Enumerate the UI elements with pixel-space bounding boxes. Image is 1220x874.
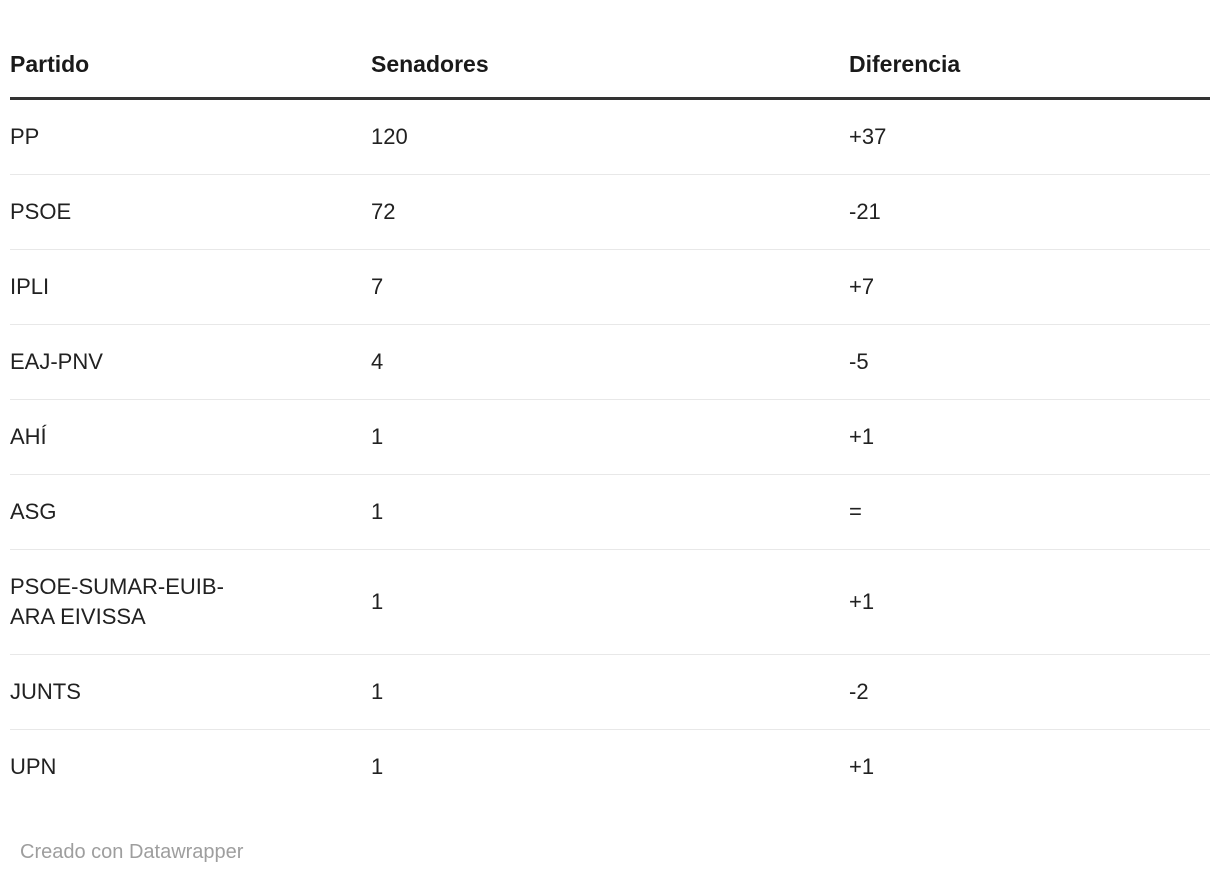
cell-senadores: 1 xyxy=(371,424,384,449)
table-row: PP 120 +37 xyxy=(10,99,1210,175)
cell-diferencia: -2 xyxy=(849,679,869,704)
party-name: PP xyxy=(10,124,40,149)
cell-diferencia: +7 xyxy=(849,274,875,299)
attribution-link[interactable]: Creado con Datawrapper xyxy=(20,841,244,863)
cell-partido: ASG xyxy=(10,475,371,550)
cell-senadores: 1 xyxy=(371,679,384,704)
party-name: PSOE-SUMAR-EUIB-ARA EIVISSA xyxy=(10,574,224,629)
table-row: IPLI 7 +7 xyxy=(10,249,1210,325)
cell-partido: PSOE-SUMAR-EUIB-ARA EIVISSA xyxy=(10,550,371,655)
header-row: Partido Senadores Diferencia xyxy=(10,40,1210,99)
cell-partido: AHÍ xyxy=(10,400,371,475)
column-header-senadores: Senadores xyxy=(371,51,489,77)
party-name: EAJ-PNV xyxy=(10,349,103,374)
party-name: IPLI xyxy=(10,274,50,299)
cell-diferencia: +37 xyxy=(849,124,887,149)
table-row: EAJ-PNV 4 -5 xyxy=(10,324,1210,400)
column-header-partido: Partido xyxy=(10,51,90,77)
party-name: PSOE xyxy=(10,199,72,224)
table-row: UPN 1 +1 xyxy=(10,729,1210,805)
cell-senadores: 120 xyxy=(371,124,408,149)
cell-partido: PP xyxy=(10,99,371,175)
cell-partido: JUNTS xyxy=(10,655,371,730)
party-name: AHÍ xyxy=(10,424,47,449)
table-header: Partido Senadores Diferencia xyxy=(10,40,1210,99)
table-row: PSOE 72 -21 xyxy=(10,174,1210,250)
cell-diferencia: = xyxy=(849,499,862,524)
column-header-diferencia: Diferencia xyxy=(849,51,961,77)
cell-partido: EAJ-PNV xyxy=(10,325,371,400)
cell-senadores: 7 xyxy=(371,274,384,299)
cell-senadores: 1 xyxy=(371,589,384,614)
party-name: ASG xyxy=(10,499,57,524)
table-row: ASG 1 = xyxy=(10,474,1210,550)
cell-senadores: 4 xyxy=(371,349,384,374)
party-name: JUNTS xyxy=(10,679,81,704)
cell-senadores: 1 xyxy=(371,754,384,779)
cell-diferencia: +1 xyxy=(849,424,875,449)
cell-senadores: 1 xyxy=(371,499,384,524)
table-row: AHÍ 1 +1 xyxy=(10,399,1210,475)
table-body: PP 120 +37 PSOE 72 -21 IPLI 7 +7 EAJ-PNV… xyxy=(10,99,1210,805)
table-row: JUNTS 1 -2 xyxy=(10,654,1210,730)
cell-partido: IPLI xyxy=(10,250,371,325)
cell-partido: UPN xyxy=(10,730,371,805)
cell-diferencia: -21 xyxy=(849,199,881,224)
attribution: Creado con Datawrapper xyxy=(20,840,1200,864)
cell-diferencia: +1 xyxy=(849,754,875,779)
cell-diferencia: +1 xyxy=(849,589,875,614)
cell-partido: PSOE xyxy=(10,175,371,250)
cell-diferencia: -5 xyxy=(849,349,869,374)
table-row: PSOE-SUMAR-EUIB-ARA EIVISSA 1 +1 xyxy=(10,549,1210,655)
party-name: UPN xyxy=(10,754,57,779)
cell-senadores: 72 xyxy=(371,199,396,224)
data-table: Partido Senadores Diferencia PP 120 +37 … xyxy=(10,40,1210,804)
